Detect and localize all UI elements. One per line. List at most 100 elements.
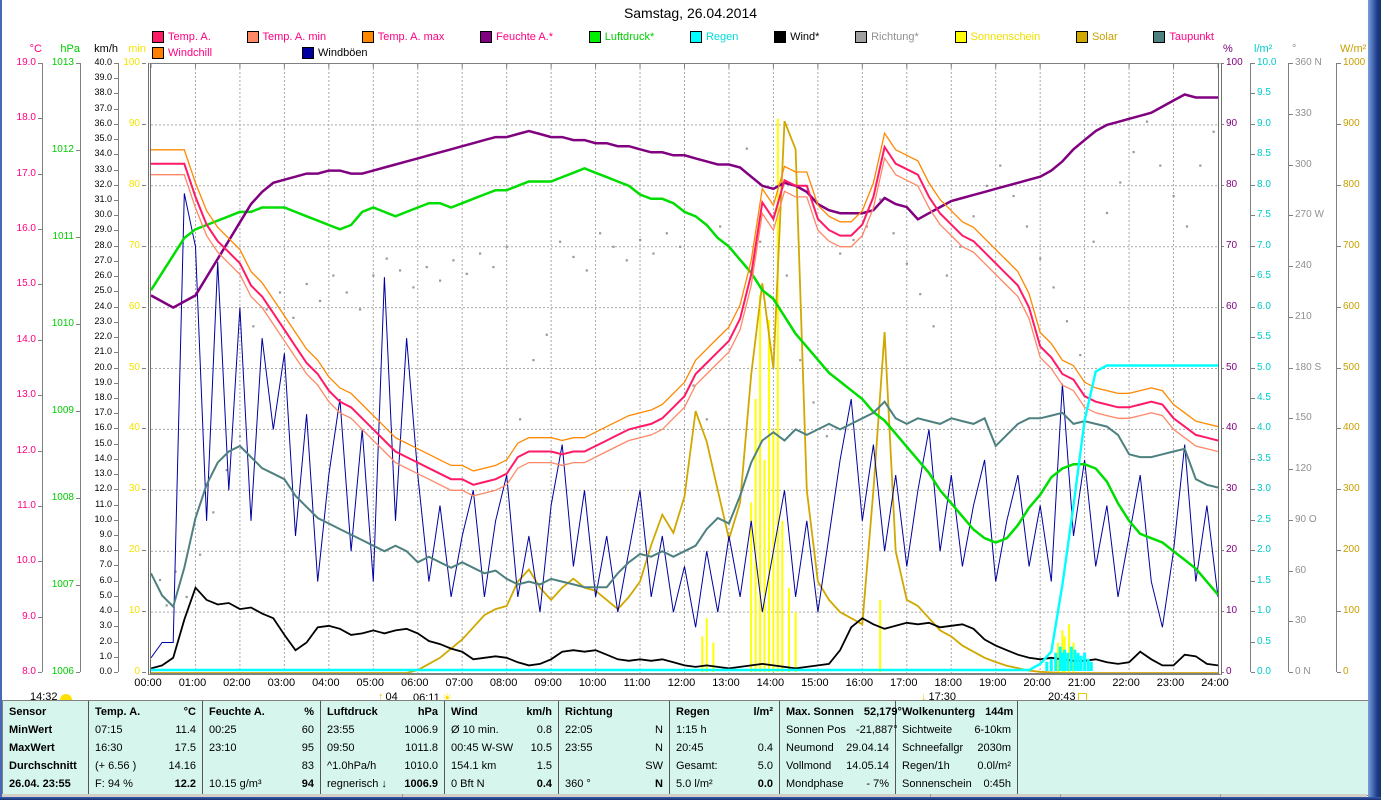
- series-luftdruck: [151, 167, 1218, 596]
- table-cell-value: 0.8: [536, 724, 552, 736]
- tick-temp_c: 11.0: [17, 499, 36, 511]
- tickmark-hpa: [76, 672, 80, 673]
- tick-pct: 70: [1226, 239, 1238, 251]
- x-tick-7: 07:00: [445, 677, 473, 689]
- table-cell-label: MaxWert: [9, 742, 55, 754]
- table-cell-value: 11.4: [175, 724, 196, 736]
- tick-kmh: 3.0: [99, 620, 112, 631]
- legend-label: Regen: [705, 31, 739, 43]
- tickmark-kmh: [114, 169, 118, 171]
- axis-line-deg: [1288, 63, 1289, 672]
- x-tick-12: 12:00: [667, 677, 696, 689]
- table-cell-value: 1006.9: [404, 724, 438, 736]
- legend-label: Wind*: [790, 31, 820, 43]
- tickmark-kmh: [114, 184, 118, 186]
- table-cell-value: 0.4: [757, 742, 773, 754]
- table-cell-value: °C: [183, 706, 196, 718]
- table-row: Richtung: [565, 703, 663, 721]
- table-cell-value: 29.04.14: [846, 742, 889, 754]
- tickmark-hpa: [76, 498, 80, 499]
- table-row: 83: [209, 757, 314, 775]
- tickmark-kmh: [114, 428, 118, 430]
- legend-label: Temp. A. min: [262, 31, 327, 43]
- tick-lm2: 8.5: [1257, 148, 1271, 160]
- tick-pct: 10: [1226, 605, 1238, 617]
- legend-color-swatch: [774, 31, 787, 43]
- chart-plot-area: [148, 63, 1222, 675]
- table-group-astro: Max. Sonnen 52,179° Sonnen Pos -21,887° Neum…: [780, 701, 902, 795]
- window-border-bottom: [0, 797, 1381, 800]
- table-row: Sichtweite 6-10km: [902, 721, 1011, 739]
- axis-unit-min: min: [128, 43, 146, 55]
- series-feuchte_a: [151, 93, 1218, 310]
- tickmark-lm2: [1251, 154, 1255, 156]
- tickmark-pct: [1220, 123, 1224, 125]
- tickmark-min: [142, 123, 146, 125]
- tickmark-wm2: [1337, 550, 1341, 552]
- tick-temp_c: 12.0: [16, 444, 36, 456]
- tick-deg: 240: [1295, 260, 1312, 271]
- table-cell-value: 2030m: [977, 742, 1011, 754]
- table-row: 09:50 1011.8: [327, 739, 438, 757]
- tickmark-hpa: [76, 237, 80, 238]
- tick-min: 60: [128, 300, 140, 312]
- table-cell-value: 144m: [985, 706, 1014, 718]
- tickmark-deg: [1289, 570, 1293, 572]
- tickmark-hpa: [76, 63, 80, 64]
- x-tick-24: 24:00: [1201, 677, 1229, 689]
- tickmark-pct: [1220, 63, 1224, 64]
- table-cell-value: 95: [301, 742, 314, 754]
- table-row: Feuchte A.%: [209, 703, 314, 721]
- table-row: 23:55 N: [565, 739, 663, 757]
- tick-deg: 270 W: [1295, 209, 1324, 221]
- legend-color-swatch: [855, 31, 868, 43]
- tickmark-kmh: [114, 672, 118, 673]
- table-cell-label: Richtung: [565, 706, 613, 718]
- table-row: Max. Sonnen 52,179°: [786, 703, 902, 721]
- table-cell-label: ^1.0hPa/h: [327, 760, 377, 772]
- x-tick-19: 19:00: [978, 677, 1007, 689]
- legend-color-swatch: [152, 31, 164, 43]
- tick-deg: 60: [1295, 564, 1307, 576]
- tickmark-kmh: [114, 123, 118, 125]
- tickmark-kmh: [114, 641, 118, 643]
- tickmark-pct: [1220, 367, 1224, 369]
- legend-item-temp-a-min: Temp. A. min: [246, 31, 327, 43]
- tickmark-kmh: [114, 489, 118, 491]
- table-group-regen: Regen l/m² 1:15 h 20:45 0.4 Gesamt: 5.0 5.0 l/m…: [670, 701, 780, 795]
- tickmark-kmh: [114, 458, 118, 460]
- table-row: 26.04. 23:55: [9, 775, 82, 793]
- tick-deg: 330: [1295, 107, 1312, 119]
- tickmark-kmh: [114, 215, 118, 217]
- table-group-sensor: Sensor MinWert MaxWert Durchschnitt 26.04. 2…: [3, 701, 89, 795]
- moon-icon: [59, 693, 72, 701]
- tickmark-kmh: [114, 397, 118, 399]
- tick-lm2: 8.0: [1257, 178, 1271, 190]
- tickmark-kmh: [114, 230, 118, 232]
- tickmark-wm2: [1337, 245, 1341, 247]
- table-cell-value: 5.0: [757, 760, 773, 772]
- table-row: Luftdruck hPa: [327, 703, 438, 721]
- series-temp_a_max: [151, 131, 1218, 472]
- tickmark-temp_c: [38, 63, 42, 64]
- table-group-feuchte: Feuchte A.% 00:25 60 23:10 95 83 10.15 g/m³ 94: [203, 701, 321, 795]
- table-cell-label: Temp. A.: [95, 706, 141, 718]
- tick-temp_c: 13.0: [16, 389, 36, 401]
- table-cell-value: 1011.8: [405, 742, 438, 754]
- tickmark-wm2: [1337, 611, 1341, 613]
- series-wind: [151, 585, 1218, 670]
- tick-pct: 80: [1226, 178, 1238, 190]
- tick-pct: 90: [1226, 117, 1238, 129]
- table-row: MinWert: [9, 721, 82, 739]
- tick-kmh: 7.0: [99, 559, 112, 570]
- tickmark-lm2: [1251, 337, 1255, 339]
- table-cell-value: l/m²: [753, 706, 773, 718]
- tickmark-lm2: [1251, 458, 1255, 460]
- table-cell-label: 22:05: [565, 724, 593, 736]
- tickmark-lm2: [1251, 550, 1255, 552]
- tick-temp_c: 10.0: [16, 555, 36, 567]
- tickmark-temp_c: [38, 450, 42, 452]
- tick-min: 80: [128, 178, 140, 190]
- table-cell-value: 52,179°: [863, 706, 902, 718]
- tick-lm2: 0.5: [1257, 635, 1271, 647]
